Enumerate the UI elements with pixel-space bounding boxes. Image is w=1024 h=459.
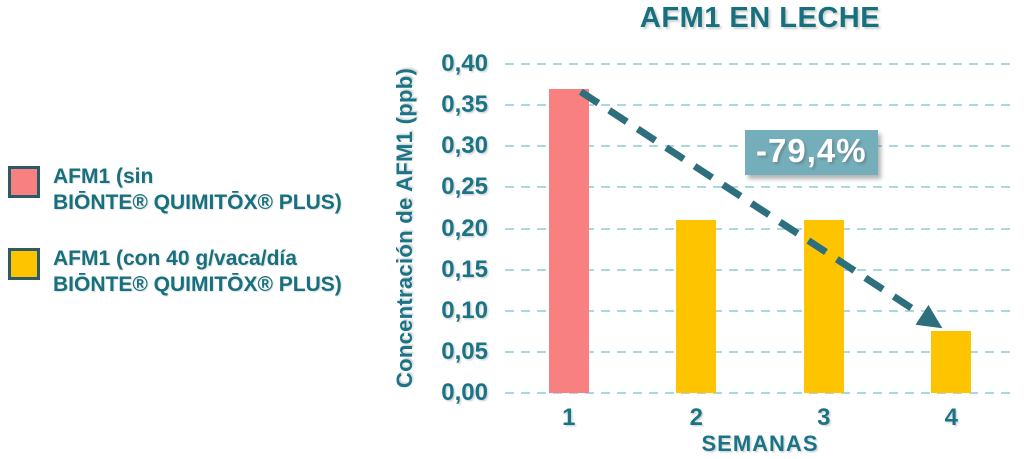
gridline: [505, 227, 1015, 230]
trend-arrow: [578, 88, 943, 329]
legend-label-line: AFM1 (con 40 g/vaca/día: [53, 247, 297, 270]
legend-label: AFM1 (sin BIŌNTE® QUIMITŌX® PLUS): [53, 164, 342, 216]
gridline: [505, 104, 1015, 107]
y-tick-label: 0,35: [441, 91, 488, 119]
gridline: [505, 63, 1015, 65]
gridline: [505, 392, 1015, 394]
legend-label: AFM1 (con 40 g/vaca/día BIŌNTE® QUIMITŌX®…: [53, 246, 342, 298]
gridline: [505, 350, 1015, 353]
bar-week-4: [931, 330, 972, 393]
y-tick-label: 0,00: [441, 379, 488, 406]
x-tick-label: 3: [817, 404, 831, 431]
gridline: [505, 268, 1015, 271]
legend-label-line: BIŌNTE® QUIMITŌX® PLUS): [53, 273, 342, 296]
bar-week-2: [676, 220, 717, 393]
x-tick-label: 2: [689, 404, 703, 431]
y-tick-label: 0,05: [441, 337, 488, 365]
gridline: [505, 309, 1015, 312]
legend-swatch: [8, 166, 40, 198]
bar-week-1: [548, 88, 589, 393]
x-tick-label: 4: [944, 404, 958, 431]
y-tick-label: 0,40: [441, 50, 488, 77]
legend-item: AFM1 (sin BIŌNTE® QUIMITŌX® PLUS): [8, 164, 342, 216]
legend-label-line: AFM1 (sin: [53, 165, 154, 188]
legend-swatch: [8, 248, 40, 280]
annotation-badge: -79,4%: [745, 130, 878, 175]
plot-area: -79,4%: [505, 63, 1015, 394]
gridline: [505, 186, 1015, 189]
legend-item: AFM1 (con 40 g/vaca/día BIŌNTE® QUIMITŌX®…: [8, 246, 342, 298]
y-tick-label: 0,25: [441, 173, 488, 201]
chart-title: AFM1 EN LECHE: [639, 2, 881, 34]
x-tick-label: 1: [562, 404, 576, 431]
x-axis-title: SEMANAS: [701, 431, 819, 456]
y-tick-label: 0,10: [441, 296, 488, 324]
y-tick-label: 0,15: [441, 255, 488, 283]
legend-label-line: BIŌNTE® QUIMITŌX® PLUS): [53, 191, 342, 214]
y-tick-label: 0,30: [441, 132, 488, 160]
y-tick-label: 0,20: [441, 214, 488, 242]
